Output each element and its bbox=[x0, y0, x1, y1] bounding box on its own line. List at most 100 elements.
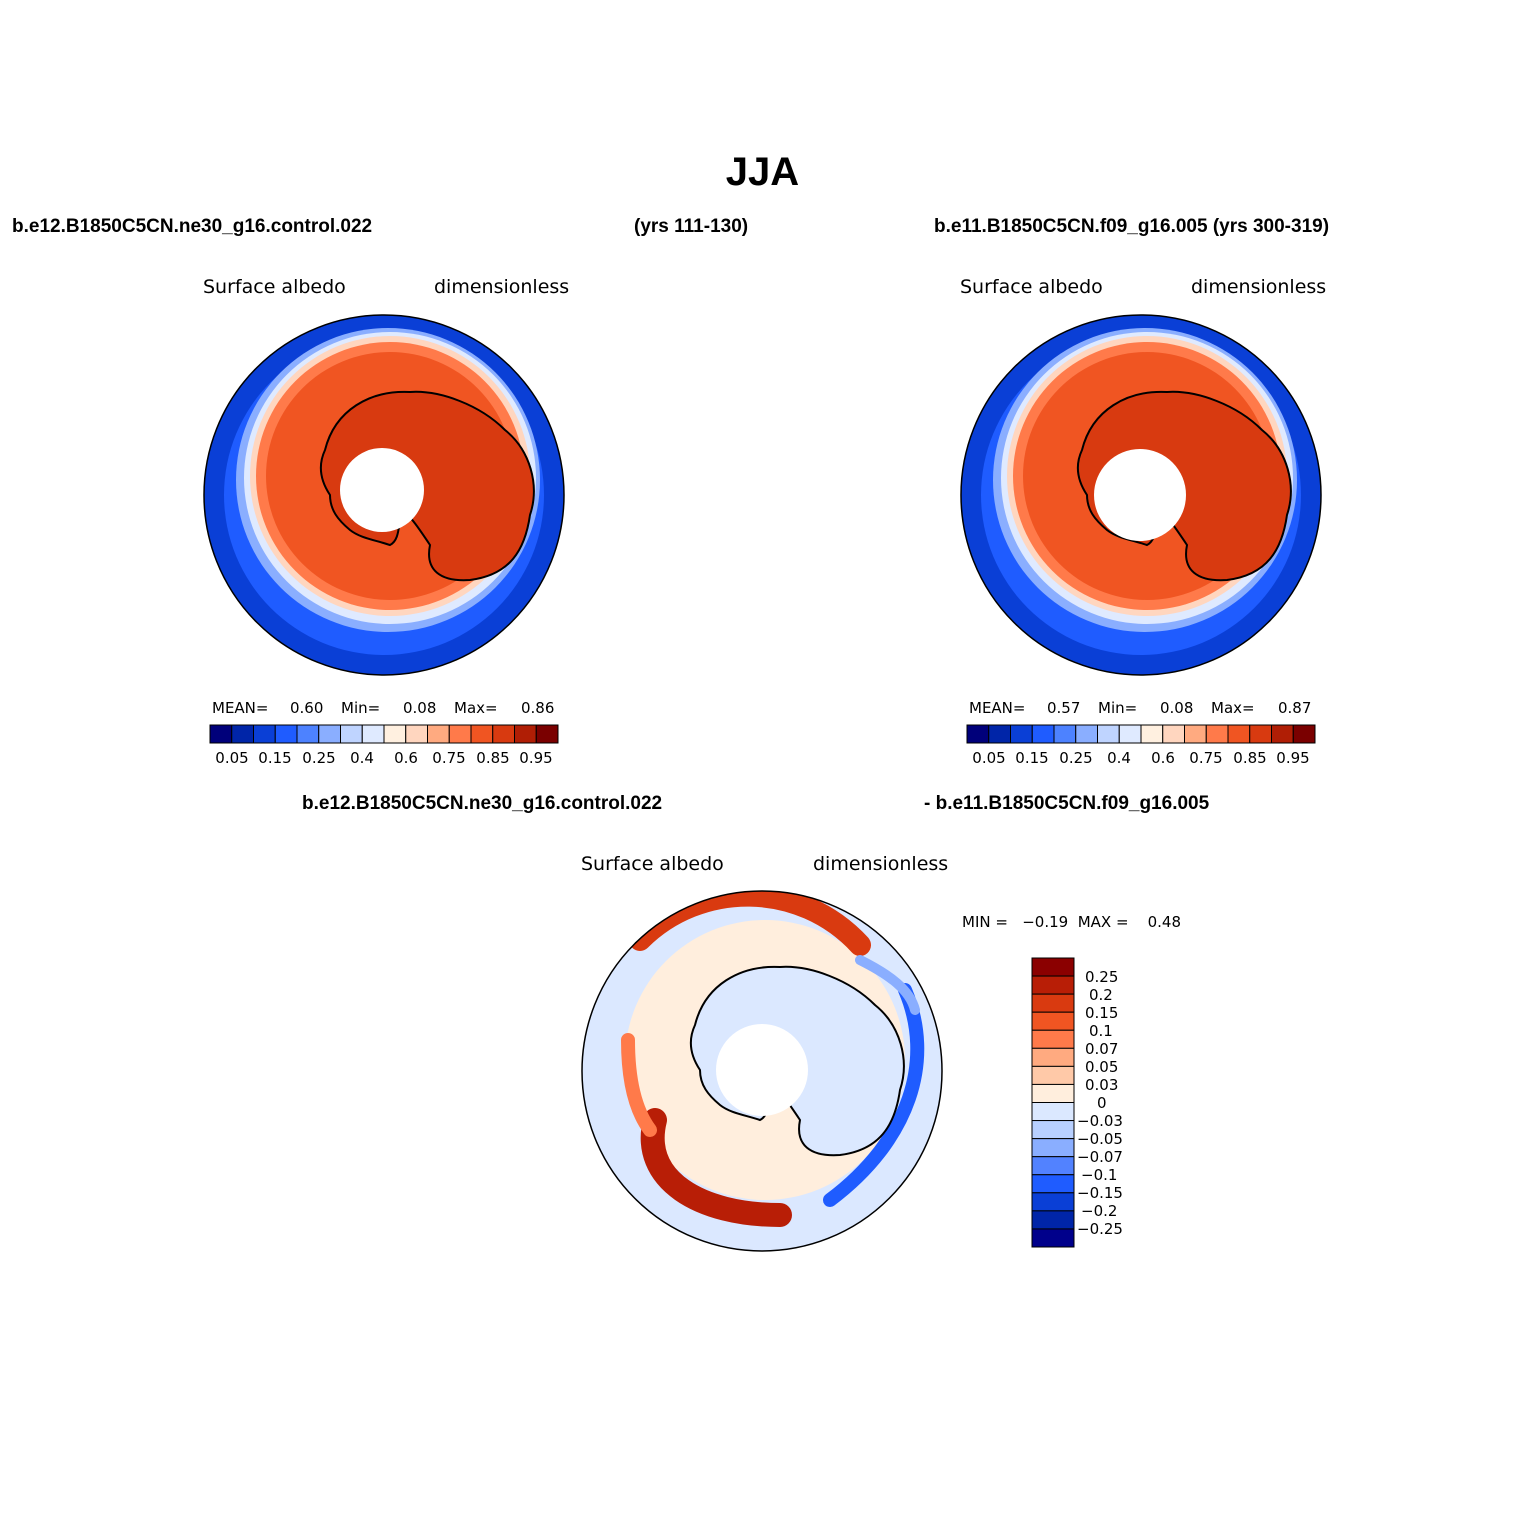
left-cbar-tick: 0.15 bbox=[258, 749, 292, 767]
right-mean-label: MEAN= bbox=[969, 699, 1026, 717]
colorbar-swatch bbox=[318, 724, 341, 744]
diff-cbar-label: −0.2 bbox=[1081, 1202, 1118, 1220]
colorbar-swatch bbox=[1227, 724, 1251, 744]
right-mean-value: 0.57 bbox=[1047, 699, 1081, 717]
colorbar-swatch bbox=[492, 724, 515, 744]
left-polar-map bbox=[204, 315, 564, 675]
colorbar-swatch bbox=[427, 724, 450, 744]
colorbar-swatch bbox=[1031, 1210, 1075, 1230]
right-cbar-tick: 0.95 bbox=[1276, 749, 1310, 767]
colorbar-swatch bbox=[361, 724, 385, 744]
colorbar-swatch bbox=[514, 724, 537, 744]
colorbar-swatch bbox=[1031, 1156, 1075, 1176]
difference-colorbar bbox=[1031, 957, 1075, 1248]
colorbar-swatch bbox=[1031, 975, 1075, 995]
right-variable-label: Surface albedo bbox=[960, 276, 1103, 298]
colorbar-swatch bbox=[1140, 724, 1164, 744]
diff-case-a-label: b.e12.B1850C5CN.ne30_g16.control.022 bbox=[302, 793, 663, 814]
colorbar-swatch bbox=[966, 724, 990, 744]
colorbar-swatch bbox=[1031, 1102, 1075, 1122]
colorbar-swatch bbox=[1031, 1029, 1075, 1049]
colorbar-swatch bbox=[535, 724, 559, 744]
colorbar-swatch bbox=[274, 724, 298, 744]
colorbar-swatch bbox=[1031, 1138, 1075, 1158]
right-min-label: Min= bbox=[1098, 699, 1138, 717]
left-variable-label: Surface albedo bbox=[203, 276, 346, 298]
diff-cbar-label: 0.25 bbox=[1085, 968, 1119, 986]
colorbar-swatch bbox=[470, 724, 494, 744]
left-min-label: Min= bbox=[341, 699, 381, 717]
left-mean-value: 0.60 bbox=[290, 699, 324, 717]
right-colorbar bbox=[966, 724, 1316, 744]
right-cbar-tick: 0.85 bbox=[1233, 749, 1267, 767]
colorbar-swatch bbox=[1031, 1065, 1075, 1085]
diff-units-label: dimensionless bbox=[813, 853, 949, 875]
colorbar-swatch bbox=[1031, 1174, 1075, 1194]
right-max-label: Max= bbox=[1211, 699, 1255, 717]
colorbar-swatch bbox=[1010, 724, 1033, 744]
colorbar-swatch bbox=[340, 724, 363, 744]
left-cbar-tick: 0.95 bbox=[519, 749, 553, 767]
diff-case-b-label: - b.e11.B1850C5CN.f09_g16.005 bbox=[924, 793, 1210, 814]
diff-cbar-label: −0.1 bbox=[1081, 1166, 1118, 1184]
left-cbar-tick: 0.25 bbox=[302, 749, 336, 767]
diff-cbar-label: −0.15 bbox=[1077, 1184, 1123, 1202]
right-polar-map bbox=[961, 315, 1321, 675]
diff-cbar-label: 0.1 bbox=[1089, 1022, 1113, 1040]
difference-polar-map bbox=[582, 891, 942, 1251]
colorbar-swatch bbox=[1031, 724, 1055, 744]
colorbar-swatch bbox=[296, 724, 320, 744]
colorbar-swatch bbox=[1053, 724, 1077, 744]
colorbar-swatch bbox=[1118, 724, 1142, 744]
left-cbar-tick: 0.85 bbox=[476, 749, 510, 767]
page-title: JJA bbox=[725, 150, 800, 194]
colorbar-swatch bbox=[209, 724, 233, 744]
colorbar-swatch bbox=[1031, 1047, 1075, 1067]
diff-cbar-label: 0.15 bbox=[1085, 1004, 1119, 1022]
right-cbar-tick: 0.05 bbox=[972, 749, 1006, 767]
left-max-value: 0.86 bbox=[521, 699, 555, 717]
left-cbar-tick: 0.05 bbox=[215, 749, 249, 767]
colorbar-swatch bbox=[1097, 724, 1120, 744]
colorbar-swatch bbox=[1031, 957, 1075, 977]
colorbar-swatch bbox=[1031, 1228, 1075, 1248]
diff-cbar-label: 0.2 bbox=[1089, 986, 1113, 1004]
left-max-label: Max= bbox=[454, 699, 498, 717]
colorbar-swatch bbox=[1162, 724, 1185, 744]
colorbar-swatch bbox=[1292, 724, 1316, 744]
colorbar-swatch bbox=[1075, 724, 1098, 744]
right-max-value: 0.87 bbox=[1278, 699, 1312, 717]
colorbar-swatch bbox=[1205, 724, 1229, 744]
left-mean-label: MEAN= bbox=[212, 699, 269, 717]
difference-map-border bbox=[581, 890, 943, 1252]
colorbar-swatch bbox=[988, 724, 1011, 744]
colorbar-swatch bbox=[383, 724, 407, 744]
colorbar-swatch bbox=[1031, 993, 1075, 1013]
diff-cbar-label: −0.07 bbox=[1077, 1148, 1123, 1166]
left-years-label: (yrs 111-130) bbox=[634, 216, 749, 237]
right-cbar-tick: 0.15 bbox=[1015, 749, 1049, 767]
colorbar-swatch bbox=[1249, 724, 1272, 744]
colorbar-swatch bbox=[1031, 1120, 1075, 1140]
diff-cbar-label: 0.07 bbox=[1085, 1040, 1119, 1058]
right-cbar-tick: 0.4 bbox=[1107, 749, 1131, 767]
diff-cbar-label: −0.03 bbox=[1077, 1112, 1123, 1130]
left-map-border bbox=[203, 314, 565, 676]
diff-cbar-label: −0.05 bbox=[1077, 1130, 1123, 1148]
colorbar-swatch bbox=[1031, 1083, 1075, 1103]
diff-cbar-label: 0.05 bbox=[1085, 1058, 1119, 1076]
diff-cbar-label: 0.03 bbox=[1085, 1076, 1119, 1094]
diff-cbar-label: −0.25 bbox=[1077, 1220, 1123, 1238]
left-min-value: 0.08 bbox=[403, 699, 437, 717]
colorbar-swatch bbox=[253, 724, 276, 744]
right-cbar-tick: 0.75 bbox=[1189, 749, 1223, 767]
left-units-label: dimensionless bbox=[434, 276, 570, 298]
colorbar-swatch bbox=[448, 724, 472, 744]
right-min-value: 0.08 bbox=[1160, 699, 1194, 717]
diff-minmax-label: MIN = −0.19 MAX = 0.48 bbox=[962, 913, 1182, 931]
left-case-label: b.e12.B1850C5CN.ne30_g16.control.022 bbox=[12, 216, 373, 237]
left-cbar-tick: 0.4 bbox=[350, 749, 374, 767]
colorbar-swatch bbox=[405, 724, 428, 744]
colorbar-swatch bbox=[1184, 724, 1207, 744]
